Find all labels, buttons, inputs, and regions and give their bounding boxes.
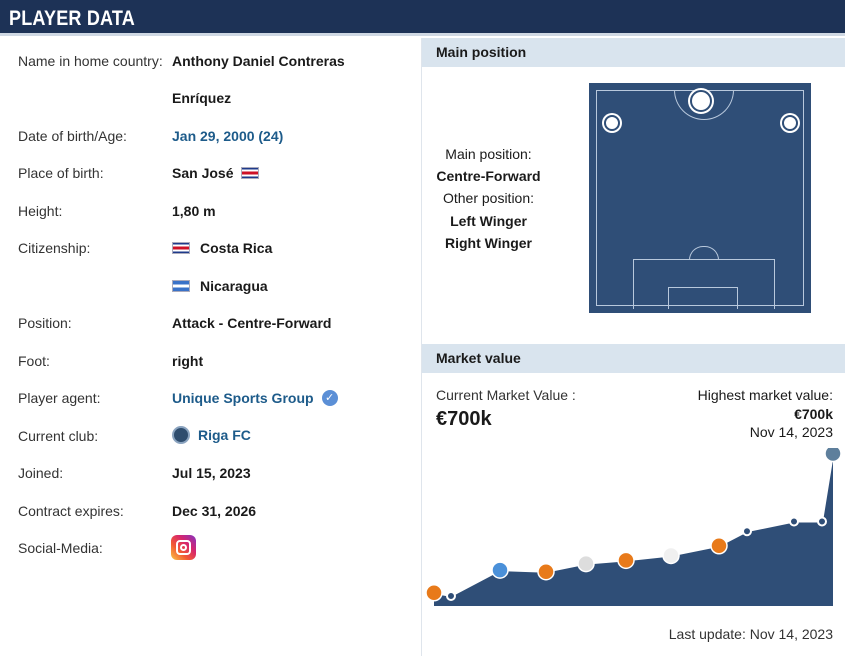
pitch-lines (596, 90, 804, 309)
name-value-line2: Enríquez (172, 90, 232, 106)
citizenship-2-text: Nicaragua (200, 278, 268, 294)
market-value-title: Market value (436, 350, 521, 366)
pitch-penalty-arc (689, 246, 719, 260)
other-position-2: Right Winger (445, 235, 532, 251)
player-info-table: Name in home country: Anthony Daniel Con… (0, 38, 421, 656)
page-title: PLAYER DATA (9, 7, 135, 30)
other-position-1: Left Winger (450, 213, 527, 229)
chart-point-1[interactable] (446, 591, 456, 601)
dob-label: Date of birth/Age: (18, 128, 127, 144)
agent-label: Player agent: (18, 390, 101, 406)
player-data-header: PLAYER DATA (0, 0, 845, 36)
highest-value-date: Nov 14, 2023 (749, 424, 833, 440)
agent-link[interactable]: Unique Sports Group (172, 390, 314, 406)
citizenship-2: Nicaragua (172, 278, 268, 294)
club-link[interactable]: Riga FC (198, 427, 251, 443)
agent-value: Unique Sports Group ✓ (172, 390, 338, 406)
chart-point-7[interactable] (710, 537, 728, 555)
position-pitch (589, 83, 811, 313)
position-value: Attack - Centre-Forward (172, 315, 332, 331)
chart-point-11[interactable] (824, 448, 842, 463)
name-value-line1: Anthony Daniel Contreras (172, 53, 345, 69)
pob-label: Place of birth: (18, 165, 104, 181)
dob-link[interactable]: Jan 29, 2000 (24) (172, 128, 284, 144)
club-value: Riga FC (172, 426, 251, 444)
market-value-chart[interactable] (422, 448, 845, 623)
main-position-title: Main position (436, 44, 527, 60)
other-position-label: Other position: (442, 190, 535, 206)
main-position-header: Main position (422, 38, 845, 67)
costa-rica-flag-icon (172, 242, 190, 254)
current-value: €700k (436, 408, 492, 430)
centre-forward-marker (690, 90, 712, 112)
chart-point-2[interactable] (491, 561, 509, 579)
current-value-label: Current Market Value : (436, 387, 576, 403)
verified-check-icon: ✓ (321, 390, 338, 406)
main-position-label: Main position: (445, 146, 532, 162)
social-label: Social-Media: (18, 540, 103, 556)
chart-point-6[interactable] (662, 546, 680, 565)
riga-fc-logo-icon[interactable] (172, 426, 190, 444)
column-divider (421, 38, 422, 656)
club-label: Current club: (18, 428, 99, 444)
chart-point-3[interactable] (537, 562, 555, 581)
chart-point-10[interactable] (817, 516, 827, 527)
contract-label: Contract expires: (18, 503, 124, 519)
right-column: Main position Main position: Centre-Forw… (422, 38, 845, 656)
left-winger-marker (604, 115, 620, 131)
market-value-area (434, 453, 833, 606)
position-label: Position: (18, 315, 72, 331)
citizenship-1: Costa Rica (172, 240, 272, 256)
pitch-penalty-box (633, 259, 775, 309)
pob-text: San José (172, 165, 234, 181)
right-winger-marker (782, 115, 798, 131)
chart-point-8[interactable] (742, 526, 752, 537)
foot-value: right (172, 353, 204, 369)
chart-point-0[interactable] (425, 584, 443, 602)
citizenship-1-text: Costa Rica (200, 240, 273, 256)
pob-value: San José (172, 165, 260, 181)
instagram-icon[interactable] (171, 535, 196, 560)
name-label: Name in home country: (18, 53, 163, 69)
market-value-header: Market value (422, 344, 845, 373)
citizenship-label: Citizenship: (18, 240, 91, 256)
costa-rica-flag-icon (241, 167, 260, 179)
foot-label: Foot: (18, 353, 50, 369)
last-update: Last update: Nov 14, 2023 (668, 626, 833, 642)
chart-point-9[interactable] (789, 516, 799, 527)
contract-value: Dec 31, 2026 (172, 503, 257, 519)
joined-value: Jul 15, 2023 (172, 465, 251, 481)
chart-point-5[interactable] (617, 551, 635, 570)
highest-value-label: Highest market value: (697, 387, 833, 403)
pitch-goal-box (668, 287, 738, 309)
nicaragua-flag-icon (172, 280, 190, 292)
height-label: Height: (18, 203, 63, 219)
joined-label: Joined: (18, 465, 64, 481)
chart-point-4[interactable] (577, 554, 595, 573)
main-position-value: Centre-Forward (436, 168, 541, 184)
height-value: 1,80 m (172, 203, 216, 219)
highest-value: €700k (794, 406, 833, 422)
